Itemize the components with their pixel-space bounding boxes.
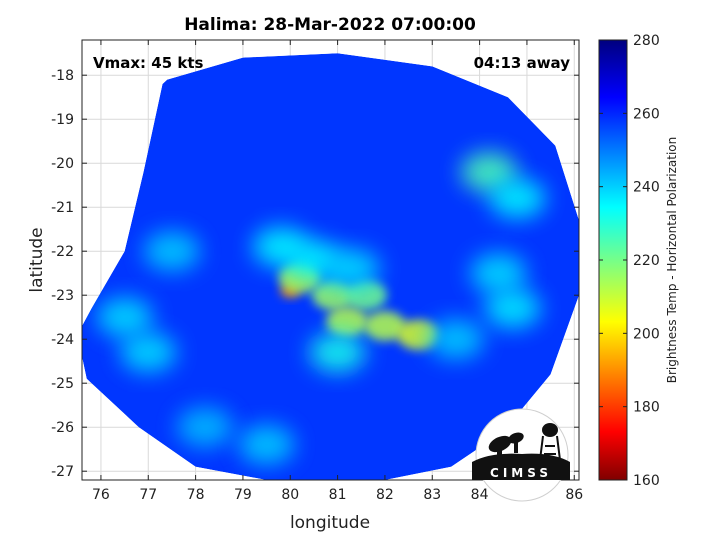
colorbar-tick-label: 280: [633, 33, 660, 49]
x-tick-label: 86: [565, 487, 583, 503]
brightness-feature: [427, 319, 484, 360]
x-tick-label: 82: [376, 487, 394, 503]
time-offset-annotation: 04:13 away: [474, 54, 571, 72]
brightness-feature: [489, 178, 546, 219]
colorbar-gradient: [598, 39, 628, 481]
x-tick-label: 79: [234, 487, 252, 503]
brightness-feature: [323, 248, 380, 289]
colorbar-tick-label: 260: [633, 106, 660, 122]
brightness-feature: [177, 407, 234, 448]
y-tick-label: -27: [51, 464, 74, 480]
brightness-feature: [238, 424, 295, 465]
brightness-feature: [326, 306, 369, 337]
colorbar-tick-label: 200: [633, 326, 660, 342]
x-tick-label: 80: [281, 487, 299, 503]
brightness-feature: [470, 253, 527, 294]
x-axis-label: longitude: [290, 513, 370, 533]
colorbar-label: Brightness Temp - Horizontal Polarizatio…: [665, 137, 679, 384]
brightness-feature: [120, 332, 177, 373]
colorbar-tick-label: 240: [633, 180, 660, 196]
brightness-feature: [309, 332, 366, 373]
colorbar-tick-label: 160: [633, 473, 660, 489]
y-tick-label: -24: [51, 332, 74, 348]
satellite-dish-icon: [488, 432, 524, 458]
y-tick-label: -25: [51, 376, 74, 392]
colorbar-tick-label: 180: [633, 400, 660, 416]
vmax-annotation: Vmax: 45 kts: [93, 54, 203, 72]
y-tick-label: -26: [51, 420, 74, 436]
x-tick-label: 78: [187, 487, 205, 503]
y-axis-label: latitude: [27, 227, 47, 292]
brightness-feature: [484, 288, 541, 329]
colorbar: 280 260 240 220 200 180 160 Brightness Temp - …: [598, 33, 679, 489]
x-tick-label: 81: [329, 487, 347, 503]
logo-text: CIMSS: [490, 466, 552, 480]
y-tick-label: -22: [51, 244, 74, 260]
y-tick-label: -19: [51, 112, 74, 128]
y-tick-label: -21: [51, 200, 74, 216]
cimss-logo: CIMSS: [472, 408, 570, 502]
x-tick-label: 83: [423, 487, 441, 503]
x-tick-label: 77: [139, 487, 157, 503]
logo-ground: [472, 453, 570, 480]
colorbar-tick-label: 220: [633, 253, 660, 269]
plot-frame: [81, 39, 580, 481]
x-tick-label: 84: [471, 487, 489, 503]
y-axis-ticks: -18 -19 -20 -21 -22 -23 -24 -25 -26 -27: [51, 68, 579, 480]
y-tick-label: -20: [51, 156, 74, 172]
feature-layer: [96, 152, 546, 465]
water-tower-icon: [539, 423, 561, 461]
colorbar-ticks: 280 260 240 220 200 180 160: [599, 33, 660, 489]
chart-title: Halima: 28-Mar-2022 07:00:00: [184, 15, 476, 35]
y-tick-label: -18: [51, 68, 74, 84]
x-tick-label: 76: [92, 487, 110, 503]
brightness-feature: [143, 231, 200, 272]
brightness-feature: [96, 297, 153, 338]
brightness-feature: [363, 311, 406, 341]
y-tick-label: -23: [51, 288, 74, 304]
imagery-layer: [82, 53, 579, 480]
